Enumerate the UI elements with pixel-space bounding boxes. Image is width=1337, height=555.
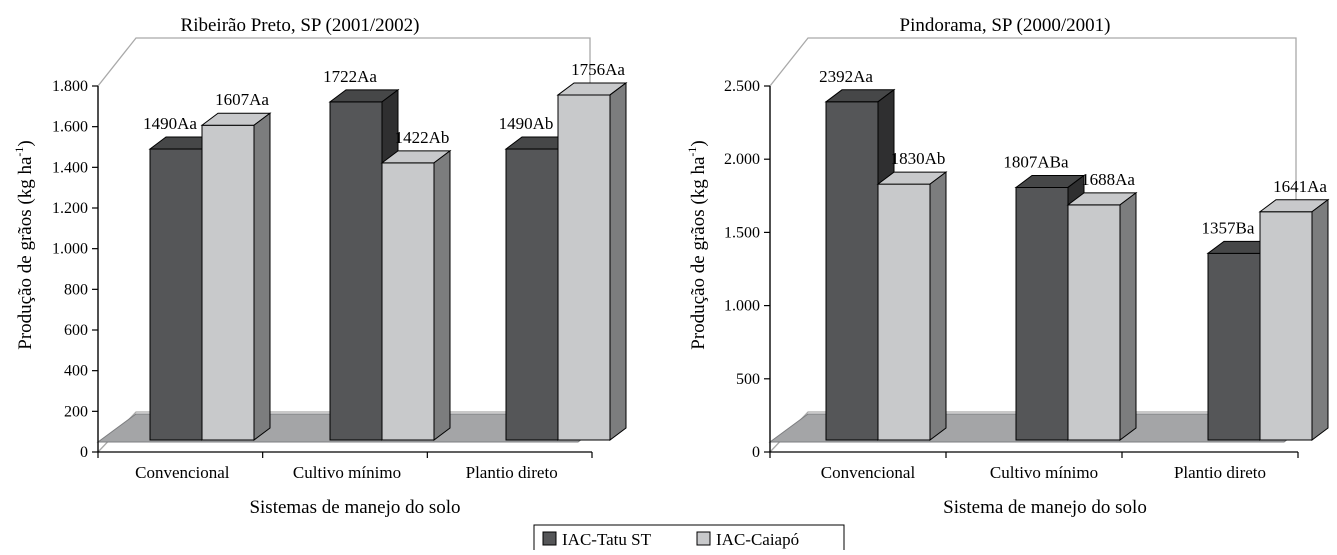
bar-iac-caiapo-cultivo-minimo <box>381 162 435 441</box>
bar-iac-caiapo-convencional <box>201 124 255 441</box>
bar-iac-caiapo-convencional <box>877 183 931 441</box>
legend: IAC-Tatu ST IAC-Caiapó <box>533 524 845 553</box>
data-label: 1807ABa <box>1003 152 1069 171</box>
bar-iac-caiapo-cultivo-minimo-side <box>1119 191 1137 441</box>
y-tick-label: 1.800 <box>52 78 88 95</box>
data-label: 1688Aa <box>1081 170 1135 189</box>
legend-swatch-iac-tatu-st <box>542 531 557 546</box>
data-label: 1357Ba <box>1202 218 1255 237</box>
y-tick-label: 1.000 <box>724 298 760 315</box>
data-label: 2392Aa <box>819 67 873 86</box>
x-tick-label: Plantio direto <box>466 463 558 482</box>
x-tick-label: Convencional <box>821 463 916 482</box>
bar-iac-caiapo-convencional-side <box>253 112 271 441</box>
bar-iac-caiapo-cultivo-minimo <box>1067 204 1121 441</box>
bar-iac-caiapo-convencional-side <box>929 171 947 441</box>
y-tick-label: 1.500 <box>724 224 760 241</box>
chart-title: Ribeirão Preto, SP (2001/2002) <box>181 15 420 36</box>
x-tick-label: Plantio direto <box>1174 463 1266 482</box>
legend-swatch-iac-caiapo <box>696 531 711 546</box>
y-tick-label: 1.000 <box>52 241 88 258</box>
bar-iac-tatu-st-convencional <box>825 101 879 441</box>
y-tick-label: 500 <box>736 371 760 388</box>
x-tick-label: Cultivo mínimo <box>293 463 401 482</box>
bar-iac-caiapo-plantio-direto <box>557 94 611 441</box>
bar-iac-caiapo-plantio-direto-side <box>1311 198 1329 441</box>
y-tick-label: 2.500 <box>724 78 760 95</box>
data-label: 1641Aa <box>1273 177 1327 196</box>
y-tick-label: 1.600 <box>52 119 88 136</box>
y-axis-label: Produção de grãos (kg ha-1) <box>12 140 36 349</box>
chart-title: Pindorama, SP (2000/2001) <box>900 15 1111 36</box>
legend-label-iac-tatu-st: IAC-Tatu ST <box>562 530 652 549</box>
data-label: 1830Ab <box>891 149 946 168</box>
x-axis-label: Sistema de manejo do solo <box>943 497 1147 518</box>
bar-iac-tatu-st-plantio-direto <box>505 148 559 441</box>
bar-iac-tatu-st-plantio-direto <box>1207 252 1261 441</box>
y-tick-label: 0 <box>80 444 88 461</box>
y-tick-label: 400 <box>64 363 88 380</box>
bar-iac-caiapo-plantio-direto-side <box>609 81 627 441</box>
bar-iac-tatu-st-cultivo-minimo <box>1015 186 1069 441</box>
y-tick-label: 1.200 <box>52 200 88 217</box>
chart-pindorama: Pindorama, SP (2000/2001) Produção de gr… <box>685 15 1330 518</box>
y-tick-label: 0 <box>752 444 760 461</box>
bar-iac-caiapo-cultivo-minimo-side <box>433 149 451 441</box>
y-tick-label: 200 <box>64 403 88 420</box>
data-label: 1490Ab <box>499 114 554 133</box>
y-tick-label: 600 <box>64 322 88 339</box>
bar-iac-tatu-st-convencional <box>149 148 203 441</box>
y-tick-label: 1.400 <box>52 159 88 176</box>
data-label: 1607Aa <box>215 90 269 109</box>
data-label: 1422Ab <box>395 128 450 147</box>
data-label: 1756Aa <box>571 60 625 79</box>
bar-iac-caiapo-plantio-direto <box>1259 211 1313 441</box>
y-tick-label: 800 <box>64 281 88 298</box>
y-axis-label: Produção de grãos (kg ha-1) <box>685 140 709 349</box>
legend-label-iac-caiapo: IAC-Caiapó <box>716 530 799 549</box>
bar-iac-tatu-st-cultivo-minimo <box>329 101 383 441</box>
data-label: 1490Aa <box>143 114 197 133</box>
chart-ribeirao-preto: Ribeirão Preto, SP (2001/2002) Produção … <box>12 15 628 518</box>
legend-box <box>533 524 845 553</box>
x-tick-label: Convencional <box>135 463 230 482</box>
y-tick-label: 2.000 <box>724 151 760 168</box>
data-label: 1722Aa <box>323 67 377 86</box>
x-tick-label: Cultivo mínimo <box>990 463 1098 482</box>
x-axis-label: Sistemas de manejo do solo <box>249 497 460 518</box>
